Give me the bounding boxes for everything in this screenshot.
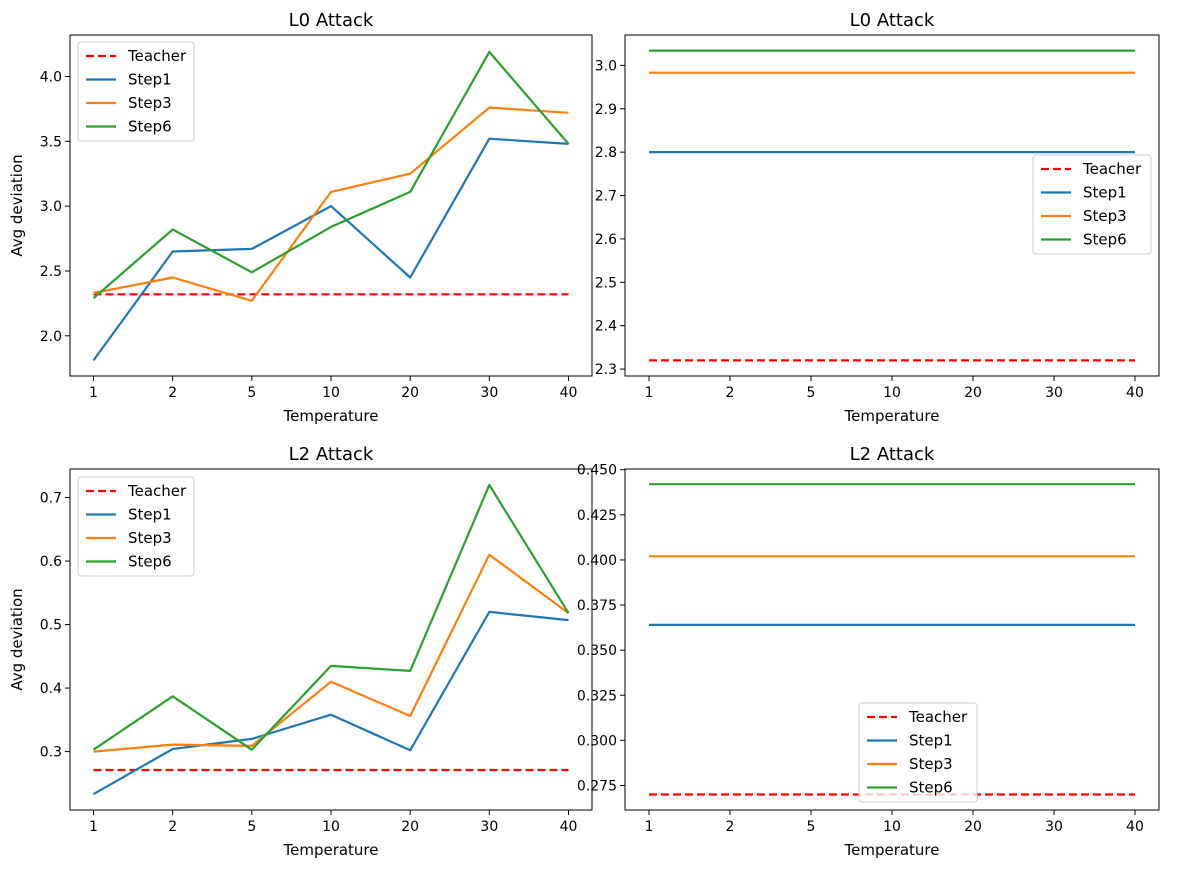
y-tick-label: 0.375 xyxy=(577,598,617,614)
legend-label: Teacher xyxy=(127,47,187,65)
y-tick-label: 0.7 xyxy=(40,491,62,507)
y-tick-label: 3.0 xyxy=(40,199,62,215)
y-tick-label: 3.5 xyxy=(40,134,62,150)
legend-label: Step6 xyxy=(128,553,172,571)
x-tick-label: 2 xyxy=(726,385,735,401)
legend: Teacher Step1 Step3 Step6 xyxy=(858,702,978,803)
x-tick-label: 40 xyxy=(1126,819,1144,835)
y-axis-label: Avg deviation xyxy=(8,588,26,690)
legend-frame xyxy=(77,41,195,142)
legend: Teacher Step1 Step3 Step6 xyxy=(77,476,195,577)
chart-panel-bottom-right: L2 Attack 1 2 5 10 20 30 40 0.275 0.300 0.325 0.350… xyxy=(577,444,1160,859)
y-tick-label: 0.400 xyxy=(577,553,617,569)
x-tick-label: 5 xyxy=(807,385,816,401)
x-tick-label: 30 xyxy=(480,385,498,401)
legend-label: Step6 xyxy=(909,779,953,797)
x-axis-label: Temperature xyxy=(282,841,378,859)
chart-title: L0 Attack xyxy=(289,10,374,31)
x-tick-label: 40 xyxy=(560,819,578,835)
x-tick-label: 5 xyxy=(807,819,816,835)
x-tick-label: 20 xyxy=(964,385,982,401)
x-tick-label: 20 xyxy=(401,819,419,835)
x-tick-label: 30 xyxy=(1045,385,1063,401)
series-line-step6 xyxy=(92,483,570,751)
x-tick-label: 1 xyxy=(89,385,98,401)
y-tick-label: 0.450 xyxy=(577,463,617,479)
x-tick-label: 2 xyxy=(168,385,177,401)
y-tick-label: 0.300 xyxy=(577,733,617,749)
y-tick-label: 2.0 xyxy=(40,329,62,345)
x-tick-label: 5 xyxy=(247,819,256,835)
x-tick-label: 2 xyxy=(726,819,735,835)
x-tick-label: 40 xyxy=(1126,385,1144,401)
legend-label: Teacher xyxy=(127,482,187,500)
legend-label: Step6 xyxy=(128,118,172,136)
x-tick-label: 10 xyxy=(322,819,340,835)
y-tick-label: 2.7 xyxy=(595,189,617,205)
y-tick-label: 0.325 xyxy=(577,688,617,704)
y-tick-label: 0.4 xyxy=(40,681,62,697)
legend-label: Step3 xyxy=(128,529,172,547)
series-line-step3 xyxy=(93,553,570,753)
legend-label: Step1 xyxy=(909,732,953,750)
x-tick-label: 1 xyxy=(645,819,654,835)
y-tick-label: 0.5 xyxy=(40,618,62,634)
series-line-step1 xyxy=(92,137,569,362)
x-tick-label: 20 xyxy=(964,819,982,835)
y-tick-label: 4.0 xyxy=(40,69,62,85)
x-tick-label: 1 xyxy=(89,819,98,835)
y-tick-label: 2.9 xyxy=(595,102,617,118)
chart-panel-bottom-left: L2 Attack 1 2 5 10 20 30 40 0.3 0.4 0.5 0.6 0.7 Tempe… xyxy=(8,444,593,859)
y-tick-label: 2.4 xyxy=(595,319,617,335)
y-tick-label: 0.3 xyxy=(40,745,62,761)
legend-label: Step3 xyxy=(909,755,953,773)
y-tick-label: 3.0 xyxy=(595,58,617,74)
y-tick-label: 0.350 xyxy=(577,643,617,659)
y-tick-label: 2.3 xyxy=(595,362,617,378)
x-tick-label: 2 xyxy=(168,819,177,835)
x-axis-label: Temperature xyxy=(843,407,939,425)
legend-frame xyxy=(77,476,195,577)
x-tick-label: 30 xyxy=(1045,819,1063,835)
chart-title: L2 Attack xyxy=(850,444,935,465)
legend-label: Teacher xyxy=(908,708,968,726)
y-tick-label: 2.5 xyxy=(595,275,617,291)
y-tick-label: 0.6 xyxy=(40,554,62,570)
x-axis-label: Temperature xyxy=(843,841,939,859)
x-tick-label: 40 xyxy=(560,385,578,401)
legend-label: Step1 xyxy=(1083,184,1127,202)
series-line-step3 xyxy=(93,106,569,302)
x-tick-label: 10 xyxy=(322,385,340,401)
x-tick-label: 30 xyxy=(480,819,498,835)
legend: Teacher Step1 Step3 Step6 xyxy=(1032,154,1152,255)
y-tick-label: 0.275 xyxy=(577,778,617,794)
legend-frame xyxy=(858,702,978,803)
legend-frame xyxy=(1032,154,1152,255)
legend-label: Step6 xyxy=(1083,231,1127,249)
y-tick-label: 2.8 xyxy=(595,145,617,161)
chart-panel-top-left: L0 Attack 1 2 5 10 20 30 40 2.0 2.5 3.0 3.5 4.0 Tempe… xyxy=(8,10,593,425)
x-tick-label: 20 xyxy=(401,385,419,401)
y-axis-label: Avg deviation xyxy=(8,154,26,256)
legend-label: Step3 xyxy=(128,94,172,112)
legend: Teacher Step1 Step3 Step6 xyxy=(77,41,195,142)
y-tick-label: 2.5 xyxy=(40,264,62,280)
chart-panel-top-right: L0 Attack 1 2 5 10 20 30 40 2.3 2.4 2.5 2.6 2.7 2.8 2.… xyxy=(595,10,1160,425)
x-tick-label: 10 xyxy=(883,385,901,401)
series-line-step1 xyxy=(92,610,569,796)
x-tick-label: 1 xyxy=(645,385,654,401)
y-tick-label: 2.6 xyxy=(595,232,617,248)
x-axis-label: Temperature xyxy=(282,407,378,425)
legend-label: Teacher xyxy=(1082,160,1142,178)
x-tick-label: 5 xyxy=(247,385,256,401)
chart-title: L0 Attack xyxy=(850,10,935,31)
chart-title: L2 Attack xyxy=(289,444,374,465)
legend-label: Step1 xyxy=(128,71,172,89)
legend-label: Step1 xyxy=(128,506,172,524)
y-tick-label: 0.425 xyxy=(577,508,617,524)
legend-label: Step3 xyxy=(1083,207,1127,225)
x-tick-label: 10 xyxy=(883,819,901,835)
series-line-step6 xyxy=(92,50,570,300)
